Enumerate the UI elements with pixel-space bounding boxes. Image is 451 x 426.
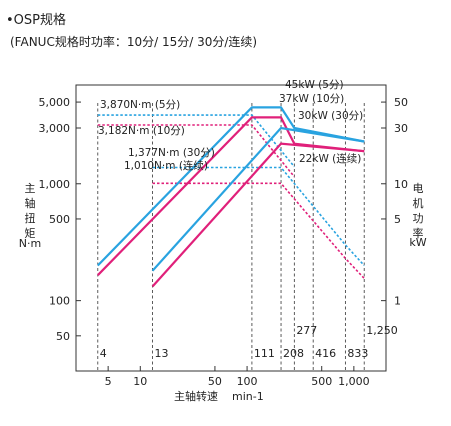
y-left-tick-label-3: 1,000	[39, 178, 71, 191]
y-right-tick-label-2: 10	[394, 178, 408, 191]
x-tick-label-5: 1,000	[338, 375, 370, 388]
torque-curve-1-010n-m-3	[152, 182, 365, 279]
speed-label-5: 416	[315, 347, 336, 360]
torque-curves	[97, 114, 365, 279]
x-tick-label-3: 100	[237, 375, 258, 388]
speed-reference-lines: 4 13 111 208 277 416 833 1,250	[97, 103, 398, 371]
y-axis-right-unit: kW	[409, 236, 426, 249]
x-axis-title: 主轴转速	[174, 389, 218, 403]
power-curve-30kw-30-2	[151, 126, 365, 272]
power-curves	[97, 106, 365, 288]
torque-curve-3-870n-m-5-0	[97, 114, 295, 168]
speed-label-4: 277	[296, 324, 317, 337]
label-torque-10min: 3,182N·m (10分)	[98, 125, 185, 137]
y-left-tick-label-2: 500	[49, 213, 70, 226]
torque-curve-3-182n-m-10-1	[97, 124, 295, 178]
torque-curve-1-377n-m-30-2	[152, 166, 365, 267]
axis-ticks: 50 100 500 1,000 3,000 5,000 1 5 10 30 50 5 10 50 100 5…	[39, 96, 409, 388]
speed-label-3: 208	[283, 347, 304, 360]
power-curve-22kw-3	[151, 142, 365, 288]
y-axis-left-title: 主轴扭矩	[25, 182, 36, 240]
y-axis-right-title: 电机功率	[413, 182, 424, 240]
speed-label-0: 4	[100, 347, 107, 360]
x-tick-label-4: 500	[311, 375, 332, 388]
label-torque-5min: 3,870N·m (5分)	[100, 99, 180, 111]
speed-label-2: 111	[254, 347, 275, 360]
y-right-tick-label-4: 50	[394, 96, 408, 109]
speed-label-1: 13	[154, 347, 168, 360]
x-tick-label-0: 5	[105, 375, 112, 388]
plot-frame	[75, 84, 387, 372]
x-tick-label-1: 10	[133, 375, 147, 388]
power-curve-45kw-5-0	[97, 106, 365, 267]
x-axis-unit: min-1	[232, 390, 264, 403]
speed-label-7: 1,250	[366, 324, 398, 337]
label-power-continuous: 22kW (连续)	[299, 152, 361, 165]
power-curve-37kw-10-1	[97, 116, 365, 276]
label-power-10min: 37kW (10分)	[279, 93, 344, 105]
chart-title: •OSP规格	[6, 12, 66, 28]
y-axis-left-unit: N·m	[19, 237, 41, 250]
speed-label-6: 833	[347, 347, 368, 360]
x-tick-label-2: 50	[208, 375, 222, 388]
y-left-tick-label-5: 5,000	[39, 96, 71, 109]
label-torque-30min: 1,377N·m (30分)	[128, 147, 215, 159]
y-right-tick-label-0: 1	[394, 295, 401, 308]
y-left-tick-label-0: 50	[56, 330, 70, 343]
label-torque-continuous: 1,010N·m (连续)	[124, 159, 208, 172]
chart-subtitle: (FANUC规格时功率：10分/ 15分/ 30分/连续)	[10, 34, 257, 49]
label-power-30min: 30kW (30分)	[298, 110, 363, 122]
y-right-tick-label-1: 5	[394, 213, 401, 226]
y-left-tick-label-4: 3,000	[39, 122, 71, 135]
label-power-5min: 45kW (5分)	[285, 79, 344, 91]
y-left-tick-label-1: 100	[49, 295, 70, 308]
y-right-tick-label-3: 30	[394, 122, 408, 135]
